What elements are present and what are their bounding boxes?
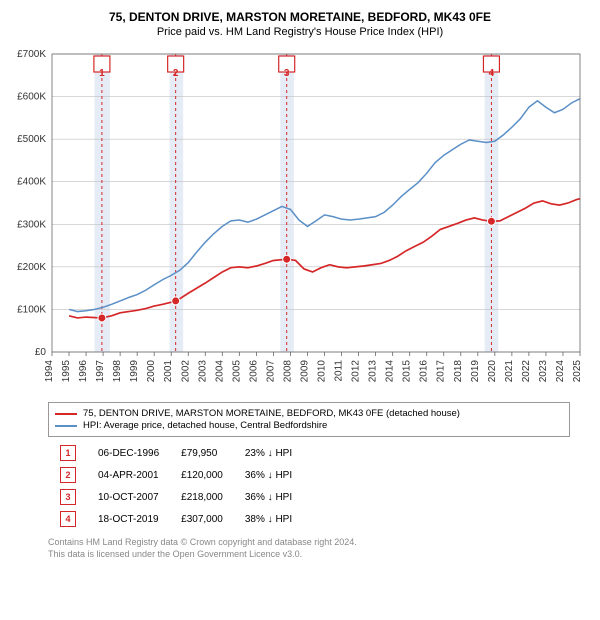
svg-text:2000: 2000 [146,360,157,383]
sales-table: 1 06-DEC-1996£79,95023% ↓ HPI 2 04-APR-2001… [48,441,304,531]
svg-text:2016: 2016 [419,360,430,383]
legend-label-1: 75, DENTON DRIVE, MARSTON MORETAINE, BED… [83,408,460,419]
svg-text:2: 2 [173,68,179,79]
svg-text:£100K: £100K [17,304,46,315]
legend: 75, DENTON DRIVE, MARSTON MORETAINE, BED… [48,402,570,437]
marker-box: 2 [60,467,76,483]
footer: Contains HM Land Registry data © Crown c… [48,537,570,560]
svg-text:2024: 2024 [555,360,566,383]
svg-text:2003: 2003 [197,360,208,383]
legend-swatch-2 [55,425,77,427]
svg-text:2019: 2019 [470,360,481,383]
sale-pct: 36% ↓ HPI [235,487,302,507]
legend-row-2: HPI: Average price, detached house, Cent… [55,420,563,431]
chart-title: 75, DENTON DRIVE, MARSTON MORETAINE, BED… [10,10,590,24]
legend-label-2: HPI: Average price, detached house, Cent… [83,420,327,431]
svg-text:£300K: £300K [17,219,46,230]
svg-text:1996: 1996 [78,360,89,383]
svg-text:3: 3 [284,68,290,79]
svg-text:£500K: £500K [17,134,46,145]
svg-text:1: 1 [99,68,105,79]
svg-text:2023: 2023 [538,360,549,383]
svg-text:£400K: £400K [17,177,46,188]
svg-text:£600K: £600K [17,92,46,103]
sale-price: £120,000 [171,465,233,485]
marker-box: 1 [60,445,76,461]
chart-svg: £0 £100K £200K £300K £400K £500K £600K £700K 1 2 3… [10,46,590,396]
svg-text:£200K: £200K [17,262,46,273]
sale-pct: 23% ↓ HPI [235,443,302,463]
svg-text:2025: 2025 [572,360,583,383]
sale-date: 18-OCT-2019 [88,509,169,529]
svg-text:1994: 1994 [44,360,55,383]
marker-box: 4 [60,511,76,527]
marker-box: 3 [60,489,76,505]
svg-text:£0: £0 [35,347,47,358]
svg-text:2015: 2015 [402,360,413,383]
sale-date: 10-OCT-2007 [88,487,169,507]
sale-price: £79,950 [171,443,233,463]
svg-text:2018: 2018 [453,360,464,383]
svg-text:2014: 2014 [385,360,396,383]
chart-area: £0 £100K £200K £300K £400K £500K £600K £700K 1 2 3… [10,46,590,396]
svg-text:2021: 2021 [504,360,515,383]
sale-price: £218,000 [171,487,233,507]
sale-pct: 38% ↓ HPI [235,509,302,529]
svg-text:1998: 1998 [112,360,123,383]
svg-text:£700K: £700K [17,49,46,60]
sale-pct: 36% ↓ HPI [235,465,302,485]
svg-text:2008: 2008 [282,360,293,383]
svg-text:2011: 2011 [334,360,345,382]
svg-text:2001: 2001 [163,360,174,383]
svg-text:1997: 1997 [95,360,106,383]
legend-row-1: 75, DENTON DRIVE, MARSTON MORETAINE, BED… [55,408,563,419]
svg-text:2017: 2017 [436,360,447,383]
table-row: 2 04-APR-2001£120,00036% ↓ HPI [50,465,302,485]
svg-text:2009: 2009 [299,360,310,383]
legend-swatch-1 [55,413,77,415]
svg-text:2006: 2006 [248,360,259,383]
table-row: 4 18-OCT-2019£307,00038% ↓ HPI [50,509,302,529]
sale-price: £307,000 [171,509,233,529]
sale-date: 06-DEC-1996 [88,443,169,463]
svg-text:2007: 2007 [265,360,276,383]
table-row: 1 06-DEC-1996£79,95023% ↓ HPI [50,443,302,463]
svg-text:2022: 2022 [521,360,532,383]
chart-subtitle: Price paid vs. HM Land Registry's House … [10,26,590,38]
svg-text:4: 4 [489,68,495,79]
footer-line-2: This data is licensed under the Open Gov… [48,549,570,561]
svg-text:2012: 2012 [351,360,362,383]
svg-text:2002: 2002 [180,360,191,383]
sale-date: 04-APR-2001 [88,465,169,485]
svg-text:2010: 2010 [317,360,328,383]
svg-text:2004: 2004 [214,360,225,383]
footer-line-1: Contains HM Land Registry data © Crown c… [48,537,570,549]
svg-text:2013: 2013 [368,360,379,383]
svg-text:2005: 2005 [231,360,242,383]
table-row: 3 10-OCT-2007£218,00036% ↓ HPI [50,487,302,507]
svg-text:1999: 1999 [129,360,140,383]
svg-text:1995: 1995 [61,360,72,383]
svg-text:2020: 2020 [487,360,498,383]
